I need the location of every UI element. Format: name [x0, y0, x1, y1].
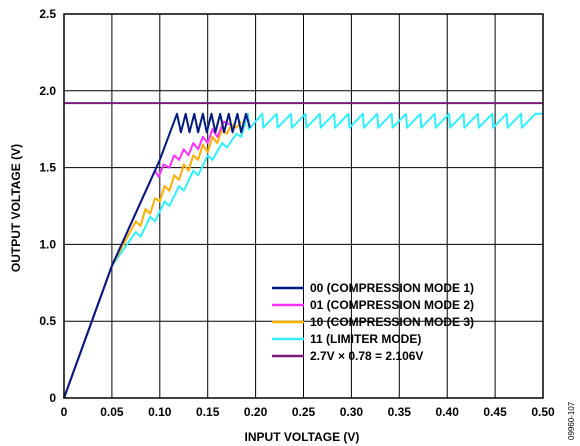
legend-label: 01 (COMPRESSION MODE 2) — [310, 298, 474, 312]
y-tick-label: 2.0 — [39, 84, 56, 98]
y-tick-label: 0.5 — [39, 314, 56, 328]
y-tick-label: 1.5 — [39, 161, 56, 175]
legend-label: 00 (COMPRESSION MODE 1) — [310, 281, 474, 295]
series-line-3 — [63, 112, 543, 399]
x-tick-label: 0 — [61, 405, 68, 419]
x-tick-label: 0.40 — [436, 405, 460, 419]
legend-label: 2.7V × 0.78 = 2.106V — [310, 349, 423, 363]
legend: 00 (COMPRESSION MODE 1) 01 (COMPRESSION M… — [272, 281, 474, 363]
y-tick-labels: 0 0.5 1.0 1.5 2.0 2.5 — [39, 7, 56, 405]
x-tick-label: 0.35 — [388, 405, 412, 419]
plot-frame — [63, 13, 544, 399]
x-tick-label: 0.45 — [483, 405, 507, 419]
x-axis-title: INPUT VOLTAGE (V) — [245, 430, 360, 444]
x-tick-label: 0.50 — [531, 405, 555, 419]
y-tick-label: 1.0 — [39, 237, 56, 251]
y-tick-label: 2.5 — [39, 7, 56, 21]
series-line-2 — [63, 120, 242, 399]
series-layer — [63, 102, 543, 399]
grid — [64, 14, 543, 398]
x-tick-labels: 0 0.05 0.10 0.15 0.20 0.25 0.30 0.35 0.40 0.45 0.5… — [61, 405, 555, 419]
y-axis-title: OUTPUT VOLTAGE (V) — [9, 144, 23, 272]
figure-id: 09960-107 — [567, 401, 576, 440]
legend-label: 10 (COMPRESSION MODE 3) — [310, 315, 474, 329]
x-tick-label: 0.10 — [148, 405, 172, 419]
x-tick-label: 0.30 — [340, 405, 364, 419]
x-tick-label: 0.15 — [196, 405, 220, 419]
series-line-0 — [63, 112, 251, 399]
series-line-1 — [63, 120, 231, 399]
x-tick-label: 0.20 — [244, 405, 268, 419]
x-tick-label: 0.25 — [292, 405, 316, 419]
x-tick-label: 0.05 — [100, 405, 124, 419]
y-tick-label: 0 — [49, 391, 56, 405]
legend-label: 11 (LIMITER MODE) — [310, 332, 421, 346]
